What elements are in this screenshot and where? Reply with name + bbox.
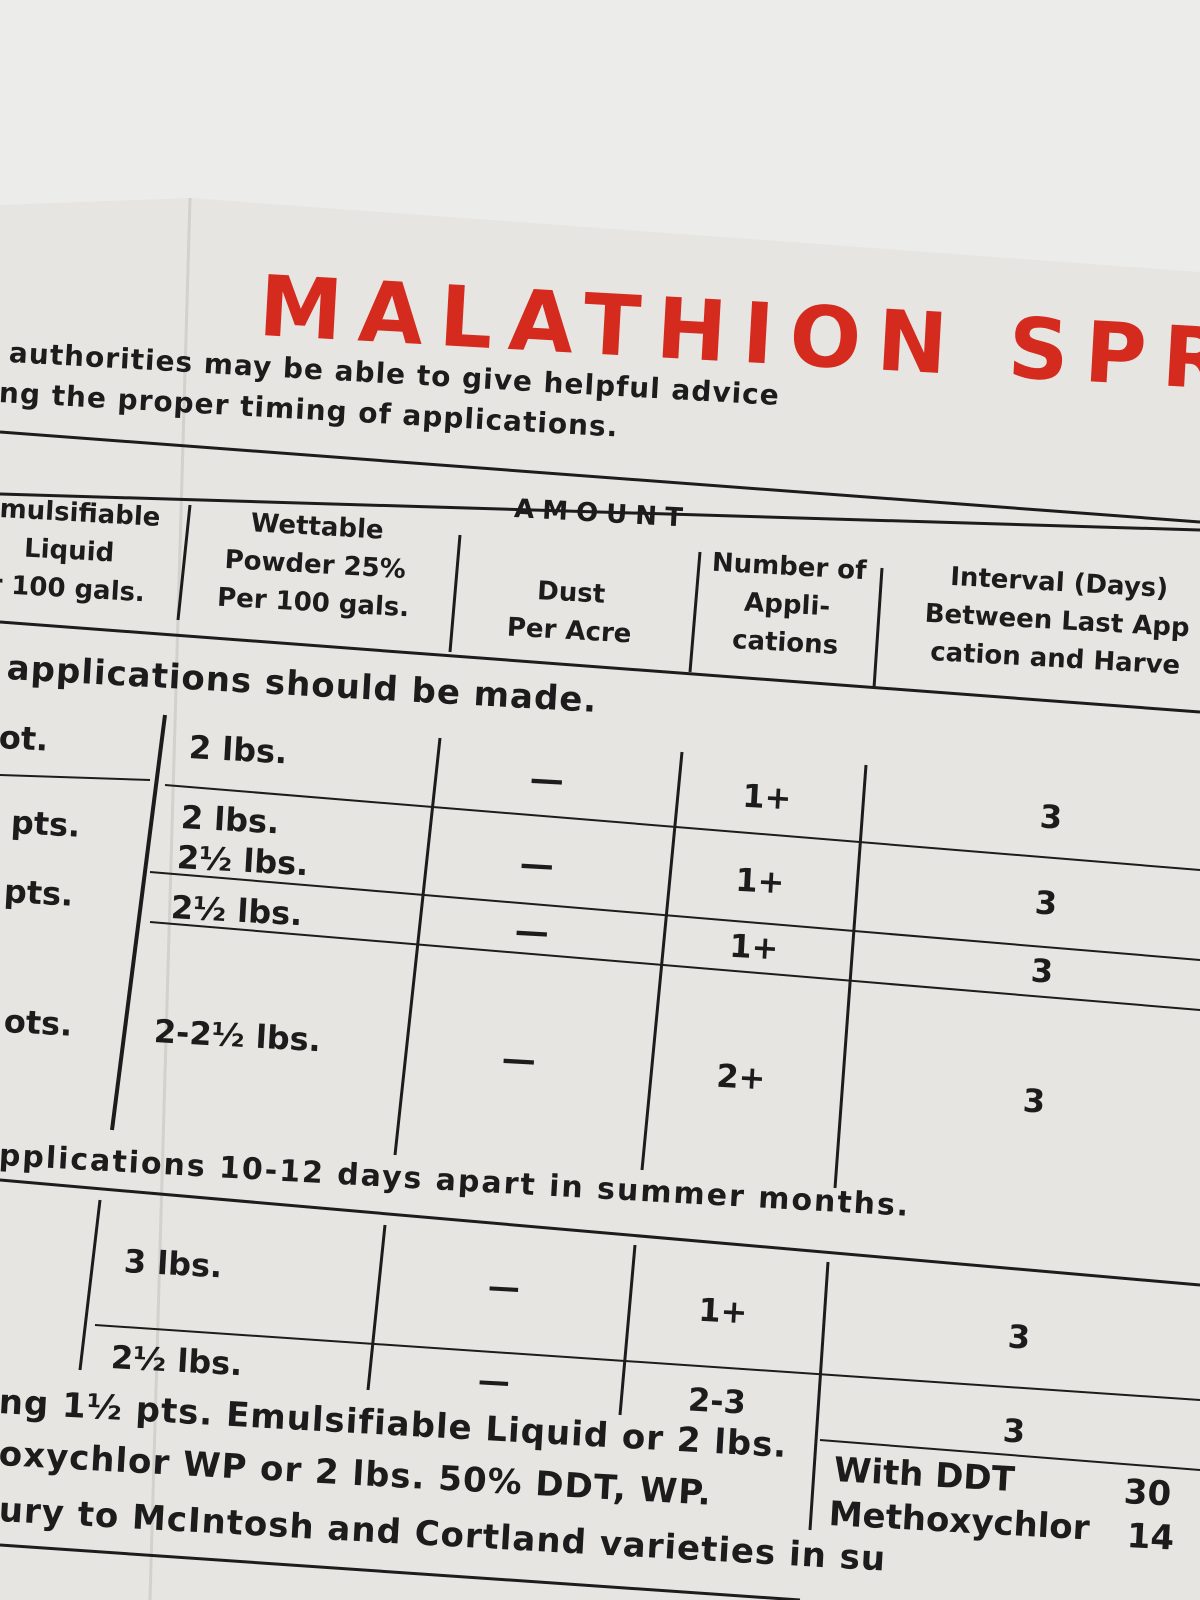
cell: 2 lbs. [179, 798, 281, 842]
cell: 3 lbs. [122, 1242, 224, 1286]
cell: ot. [0, 718, 50, 759]
cell: 2½ lbs. [175, 838, 310, 884]
interval-days: 30 [1122, 1472, 1173, 1515]
cell: 2½ lbs. [109, 1338, 244, 1384]
cell: 2½ lbs. [169, 888, 304, 934]
cell: ots. [2, 1002, 74, 1044]
cell: pts. [2, 872, 75, 914]
interval-days: 14 [1125, 1516, 1176, 1559]
cell: 2 lbs. [187, 728, 289, 772]
cell: pts. [9, 803, 82, 845]
